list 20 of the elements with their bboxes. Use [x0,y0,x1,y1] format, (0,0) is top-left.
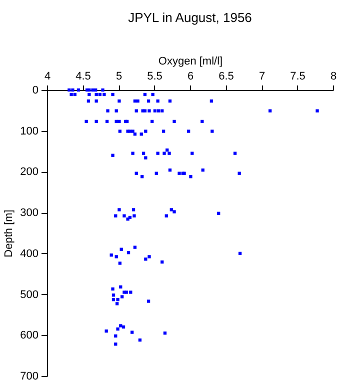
x-tick-label: 5 [116,70,122,82]
x-tick-label: 7.5 [290,70,306,82]
x-tick-label: 6 [187,70,194,82]
x-tick-label: 8 [330,70,337,82]
y-tick-label: 700 [20,370,38,382]
x-tick-label: 5.5 [147,70,162,82]
y-tick-label: 200 [20,166,38,178]
y-tick-label: 0 [32,84,38,96]
y-tick-label: 100 [20,125,38,138]
y-tick-label: 300 [20,207,38,220]
x-tick-label: 7 [258,70,266,82]
y-tick-label: 400 [20,248,38,260]
x-tick-label: 6.5 [218,70,234,82]
chart-title: JPYL in August, 1956 [128,10,252,25]
y-tick-label: 600 [20,330,38,342]
y-tick-label: 500 [20,288,38,301]
x-tick-label: 4 [44,70,51,82]
y-axis-title: Depth [m] [3,210,16,258]
x-tick-label: 4.5 [76,70,91,82]
x-axis-title: Oxygen [ml/l] [158,56,223,68]
